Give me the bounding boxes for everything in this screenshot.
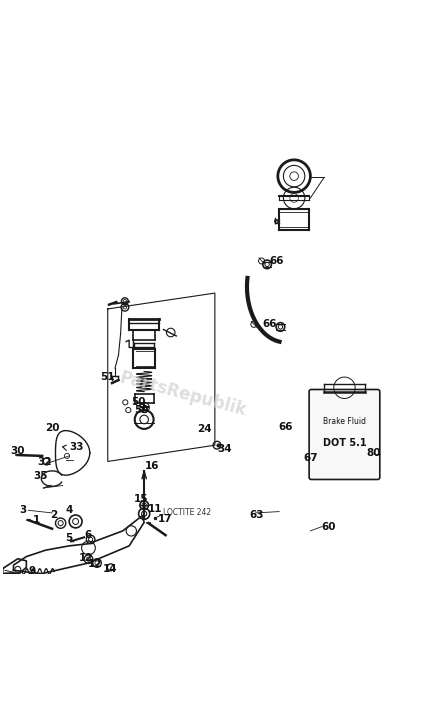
Text: 24: 24 [197,424,211,434]
Text: 1: 1 [33,516,40,525]
Text: 4: 4 [66,505,73,516]
Text: 20: 20 [45,423,59,433]
Text: Brake Fluid: Brake Fluid [323,417,366,426]
Text: 66: 66 [262,319,276,329]
Text: 63: 63 [249,510,264,520]
Text: 60: 60 [321,521,335,531]
Text: DOT 5.1: DOT 5.1 [322,438,366,448]
Text: 80: 80 [367,448,381,458]
Text: 2: 2 [50,510,57,520]
Text: 51: 51 [101,372,115,382]
Text: 66: 66 [270,256,284,266]
Text: 30: 30 [10,446,25,456]
Text: 11: 11 [148,505,163,515]
Text: 50: 50 [134,405,149,415]
FancyBboxPatch shape [309,390,380,480]
Text: 35: 35 [33,472,48,482]
Text: 32: 32 [37,457,52,467]
Text: 14: 14 [102,564,117,574]
Text: 12: 12 [88,559,102,569]
Text: 66: 66 [278,422,293,432]
Text: 9: 9 [28,566,36,576]
Text: 67: 67 [303,453,318,463]
Text: 34: 34 [217,444,232,454]
Text: 17: 17 [158,514,172,524]
Text: 50: 50 [132,398,146,408]
Text: 5: 5 [66,533,73,543]
Text: 16: 16 [145,461,159,471]
Text: 3: 3 [20,505,27,516]
Text: 12: 12 [79,553,93,563]
Text: 6: 6 [85,530,92,540]
Text: LOCTITE 242: LOCTITE 242 [164,508,211,518]
Text: PartsRepublik: PartsRepublik [117,368,248,419]
Text: 33: 33 [69,442,84,452]
Text: 15: 15 [134,494,148,504]
